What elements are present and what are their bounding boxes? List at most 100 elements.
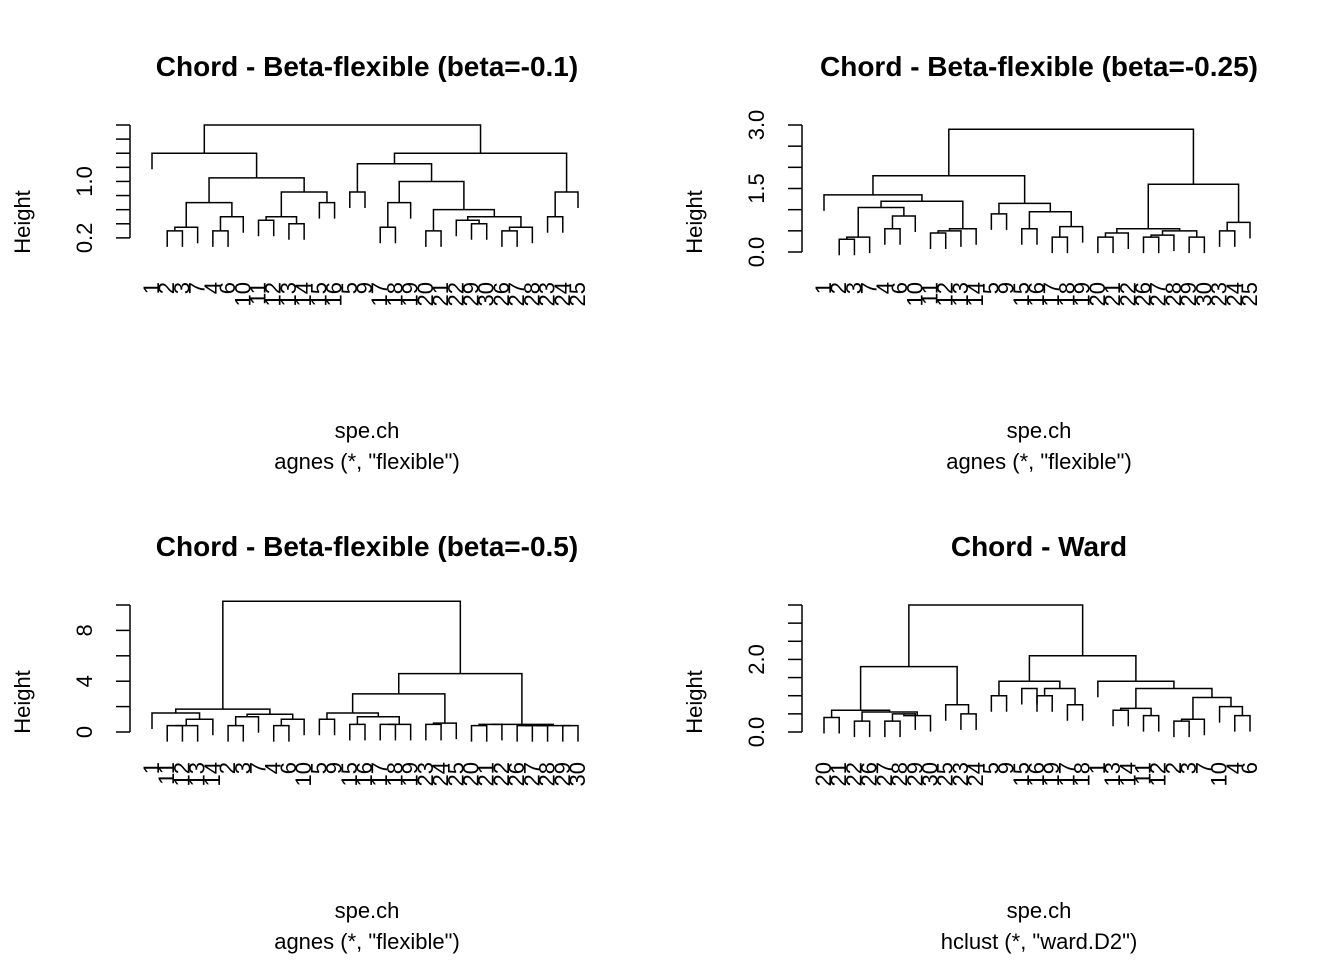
leaf-label: 26 [1131, 282, 1156, 306]
merge-b10 [1147, 183, 1240, 229]
leaf-label: 15 [1009, 282, 1034, 306]
leaf-label: 21 [1100, 282, 1125, 306]
leaf-label: 10 [230, 282, 255, 306]
merge-b9 [1226, 221, 1251, 239]
merge-root [203, 124, 482, 154]
merge-b14 [562, 724, 579, 742]
merge-root [908, 604, 1084, 667]
merge-a6 [257, 219, 275, 237]
leaf-label: 3 [169, 282, 194, 294]
merge-b8 [432, 722, 458, 740]
merge-a5 [857, 206, 905, 238]
leaf-label: 2 [154, 282, 179, 294]
leaf-label: 23 [948, 762, 973, 786]
merge-a4 [891, 215, 917, 233]
leaf-label: 12 [933, 282, 958, 306]
leaf-label: 11 [918, 282, 943, 305]
merge-a1 [166, 230, 184, 247]
merge-a7 [272, 724, 290, 742]
merge-b4 [1150, 234, 1175, 252]
leaf-label: 28 [1161, 282, 1186, 306]
x-axis-label: spe.ch [335, 418, 400, 443]
leaf-label: 28 [887, 762, 912, 786]
merge-b1 [318, 718, 336, 736]
leaf-label: 16 [1024, 282, 1049, 306]
leaf-label: 18 [1070, 762, 1095, 786]
merge-a5 [903, 713, 932, 732]
leaf-label: 6 [1237, 762, 1262, 774]
leaf-label: 4 [200, 282, 225, 294]
merge-a14 [1059, 225, 1084, 243]
leaf-label: 20 [413, 282, 438, 306]
merge-a12 [1021, 227, 1038, 245]
merge-b8 [508, 226, 534, 244]
merge-a3 [884, 227, 901, 245]
y-tick-label: 0.0 [744, 717, 769, 748]
x-axis-label: spe.ch [335, 898, 400, 923]
leaf-label: 7 [185, 282, 210, 294]
merge-b6 [455, 219, 480, 237]
leaf-label: 23 [535, 282, 560, 306]
merge-b17 [398, 672, 523, 725]
leaf-label: 10 [902, 282, 927, 306]
leaf-label: 11 [154, 762, 179, 785]
leaf-label: 10 [291, 762, 316, 786]
leaf-label: 19 [1039, 762, 1064, 786]
merge-root [222, 600, 462, 710]
leaf-label: 4 [1222, 762, 1247, 774]
leaf-label: 21 [428, 282, 453, 306]
merge-c8 [1192, 696, 1232, 720]
leaf-label: 18 [382, 282, 407, 306]
merge-a1 [166, 724, 184, 742]
merge-b2 [1104, 232, 1130, 249]
merge-b2 [379, 226, 397, 244]
leaf-label: 13 [185, 762, 210, 786]
leaf-label: 6 [215, 282, 240, 294]
merge-a17 [872, 175, 1026, 204]
y-tick-label: 4 [72, 675, 97, 687]
y-tick-label: 2.0 [744, 644, 769, 675]
merge-b3 [387, 201, 412, 228]
leaf-label: 24 [428, 762, 453, 786]
leaf-label: 30 [565, 762, 590, 786]
merge-b5 [1043, 687, 1076, 705]
merge-b4 [1066, 704, 1084, 721]
merge-b10 [470, 724, 488, 742]
merge-b7 [1116, 227, 1181, 233]
leaf-label: 28 [519, 282, 544, 306]
leaf-label: 19 [398, 282, 423, 306]
leaf-label: 7 [246, 762, 271, 774]
leaf-label: 22 [489, 762, 514, 786]
leaf-label: 7 [1191, 762, 1216, 774]
leaf-label: 11 [246, 282, 271, 305]
merge-a2 [853, 720, 871, 738]
leaf-label: 9 [352, 282, 377, 294]
leaf-label: 19 [1070, 282, 1095, 306]
leaf-label: 22 [443, 282, 468, 306]
leaf-label: 29 [1176, 282, 1201, 306]
leaf-label: 1 [139, 762, 164, 774]
merge-a9 [318, 201, 336, 219]
leaf-label: 11 [1131, 762, 1156, 785]
merge-a4 [891, 713, 917, 730]
leaf-label: 14 [291, 282, 316, 306]
y-axis-label: Height [682, 670, 707, 734]
leaf-label: 17 [1039, 282, 1064, 306]
leaf-label: 9 [994, 762, 1019, 774]
leaf-label: 27 [1146, 282, 1171, 306]
merge-b11 [478, 723, 503, 741]
merge-a4 [151, 712, 201, 729]
panel-beta-0.1: Chord - Beta-flexible (beta=-0.1) spe.ch a… [10, 51, 590, 474]
merge-b3 [1142, 236, 1160, 254]
leaf-label: 3 [230, 762, 255, 774]
merge-a11 [990, 213, 1008, 230]
leaf-label: 12 [1146, 762, 1171, 786]
leaf-label: 22 [1115, 282, 1140, 306]
leaf-label: 12 [169, 762, 194, 786]
method-subtitle: agnes (*, "flexible") [274, 929, 460, 954]
leaf-label: 16 [352, 762, 377, 786]
merge-a16 [998, 202, 1052, 214]
merge-a9 [880, 200, 964, 229]
merge-a10 [823, 194, 923, 211]
